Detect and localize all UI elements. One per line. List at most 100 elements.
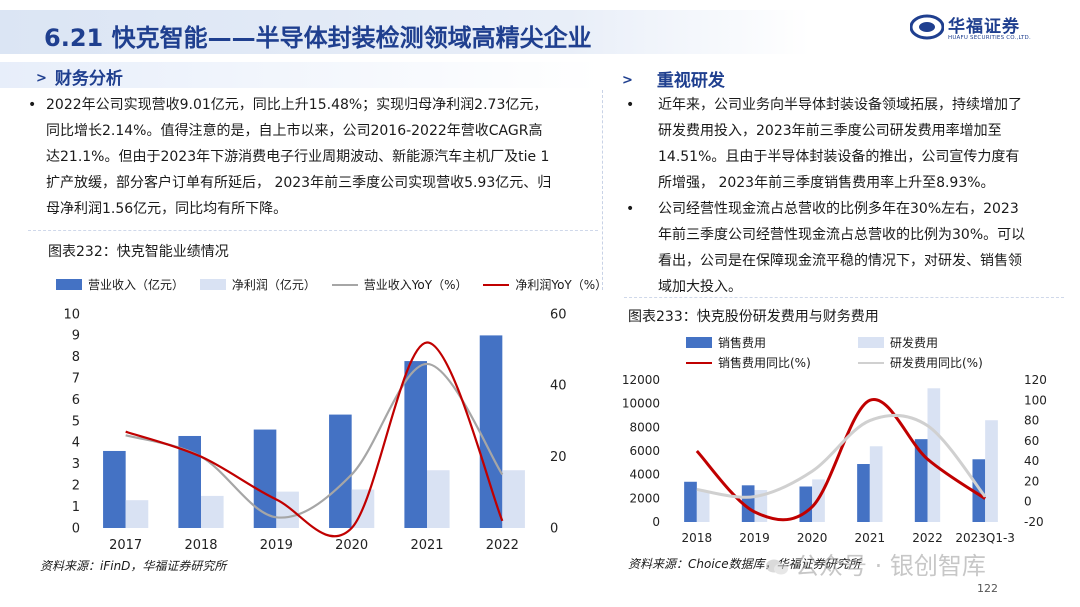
legend-item: 营业收入YoY（%） (331, 276, 468, 293)
legend-swatch (858, 337, 884, 348)
y-tick-label-right: 20 (1024, 474, 1039, 488)
legend-swatch (858, 362, 884, 364)
section-heading-finance: > 财务分析 (36, 64, 123, 89)
logo-subtext: HUAFU SECURITIES CO.,LTD. (948, 35, 1031, 41)
bar (329, 414, 352, 528)
bullet-line: 扩产放缓，部分客户订单有所延后， 2023年前三季度公司实现营收5.93亿元、归 (46, 175, 552, 191)
column-divider (602, 90, 603, 290)
bullet-line: 14.51%。且由于半导体封装设备的推出，公司宣传力度有 (658, 149, 1020, 165)
bar (103, 450, 126, 528)
legend-item: 净利润YoY（%） (483, 276, 607, 293)
x-tick-label: 2022 (912, 531, 943, 545)
legend-label: 营业收入YoY（%） (363, 278, 468, 292)
y-tick-label-right: 120 (1024, 373, 1047, 387)
bullet-line: 域加大投入。 (658, 279, 742, 295)
legend-item: 销售费用 (686, 333, 846, 353)
x-tick-label: 2021 (855, 531, 886, 545)
wechat-icon (766, 559, 788, 575)
chevron-right-icon: > (36, 71, 47, 86)
chevron-right-icon: > (622, 73, 633, 88)
bar (869, 446, 883, 522)
y-tick-label-left: 5 (72, 414, 80, 429)
finance-bullets: 2022年公司实现营收9.01亿元，同比上升15.48%；实现归母净利润2.73… (28, 92, 598, 222)
bar (857, 464, 870, 522)
legend-label: 营业收入（亿元） (88, 278, 185, 292)
figure-title-232: 图表232：快克智能业绩情况 (48, 244, 229, 260)
bar (404, 361, 427, 528)
legend-swatch (686, 337, 712, 348)
chart-233: 0 2000 4000 6000 8000 10000 12000 -20 0 20 40 60 80 1… (622, 373, 1047, 545)
y-tick-label-left: 0 (652, 515, 660, 529)
x-tick-label: 2019 (739, 531, 770, 545)
y-tick-label-right: 60 (550, 307, 567, 322)
bullet-line: 2022年公司实现营收9.01亿元，同比上升15.48%；实现归母净利润2.73… (46, 97, 548, 113)
source-note-right: 资料来源：Choice数据库，华福证券研究所 (628, 557, 861, 571)
series-line (125, 341, 504, 538)
bar (914, 439, 928, 522)
legend-item: 研发费用同比(%) (858, 353, 983, 373)
x-tick-label: 2018 (184, 538, 217, 553)
y-tick-label-left: 3 (72, 457, 80, 472)
chart1-legend: 营业收入（亿元） 净利润（亿元） 营业收入YoY（%） 净利润YoY（%） (56, 276, 619, 293)
bar (696, 491, 710, 522)
bullet-line: 所增强， 2023年前三季度销售费用率上升至8.93%。 (658, 175, 995, 191)
y-tick-label-left: 7 (72, 372, 80, 387)
legend-label: 研发费用同比(%) (890, 356, 983, 370)
bar (985, 420, 998, 522)
bar (427, 470, 450, 528)
bar (927, 388, 941, 522)
x-tick-label: 2022 (486, 538, 519, 553)
legend-item: 营业收入（亿元） (56, 276, 184, 293)
y-tick-label-right: 0 (550, 521, 558, 536)
watermark-text: 公众号 · 银创智库 (795, 552, 986, 580)
y-tick-label-right: 40 (550, 379, 567, 394)
legend-item: 销售费用同比(%) (686, 353, 846, 373)
y-tick-label-right: 20 (550, 450, 567, 465)
bar (201, 495, 224, 528)
title-banner (0, 10, 810, 54)
section-band (0, 62, 600, 88)
y-tick-label-left: 8 (72, 350, 80, 365)
bar (276, 491, 299, 528)
section-heading-text: 财务分析 (54, 69, 123, 89)
legend-item: 研发费用 (858, 333, 938, 353)
x-tick-label: 2019 (260, 538, 293, 553)
y-tick-label-left: 10000 (622, 397, 660, 411)
bullet-line: 研发费用投入，2023年前三季度公司研发费用率增加至 (658, 123, 1002, 139)
section-heading-text: 重视研发 (656, 71, 725, 91)
legend-swatch (56, 279, 82, 290)
y-tick-label-right: 80 (1024, 414, 1039, 428)
divider (624, 297, 1064, 298)
bullet-line: 达21.1%。但由于2023年下游消费电子行业周期波动、新能源汽车主机厂及tie… (46, 149, 550, 165)
bullet-line: 看出，公司是在保障现金流平稳的情况下，对研发、销售领 (658, 253, 1022, 269)
x-tick-label: 2020 (797, 531, 828, 545)
legend-swatch (199, 279, 226, 290)
y-tick-label-right: -20 (1024, 515, 1044, 529)
legend-label: 销售费用同比(%) (718, 356, 811, 370)
x-tick-label: 2017 (109, 538, 142, 553)
y-tick-label-right: 60 (1024, 434, 1039, 448)
divider (28, 230, 598, 231)
bar (799, 486, 813, 522)
legend-item: 净利润（亿元） (199, 276, 316, 293)
source-note-left: 资料来源：iFinD，华福证券研究所 (40, 559, 227, 573)
y-tick-label-left: 8000 (629, 420, 660, 434)
legend-label: 净利润（亿元） (231, 278, 316, 292)
section-heading-rnd: > 重视研发 (622, 66, 725, 91)
list-item: 公司经营性现金流占总营收的比例多年在30%左右，2023 年前三季度公司经营性现… (626, 196, 1066, 300)
x-tick-label: 2021 (410, 538, 443, 553)
x-tick-label: 2023Q1-3 (955, 531, 1015, 545)
list-item: 2022年公司实现营收9.01亿元，同比上升15.48%；实现归母净利润2.73… (28, 92, 598, 222)
legend-label: 净利润YoY（%） (515, 278, 608, 292)
y-tick-label-left: 6 (72, 393, 80, 408)
legend-label: 销售费用 (718, 336, 767, 350)
bar (125, 500, 149, 528)
y-tick-label-right: 100 (1024, 393, 1047, 407)
page-title: 6.21 快克智能——半导体封装检测领域高精尖企业 (44, 24, 592, 52)
legend-swatch (331, 284, 358, 286)
bullet-line: 同比增长2.14%。值得注意的是，自上市以来，公司2016-2022年营收CAG… (46, 123, 543, 139)
y-tick-label-right: 0 (1024, 495, 1032, 509)
bar (502, 470, 525, 528)
list-item: 近年来，公司业务向半导体封装设备领域拓展，持续增加了 研发费用投入，2023年前… (626, 92, 1066, 196)
y-tick-label-left: 12000 (622, 373, 660, 387)
